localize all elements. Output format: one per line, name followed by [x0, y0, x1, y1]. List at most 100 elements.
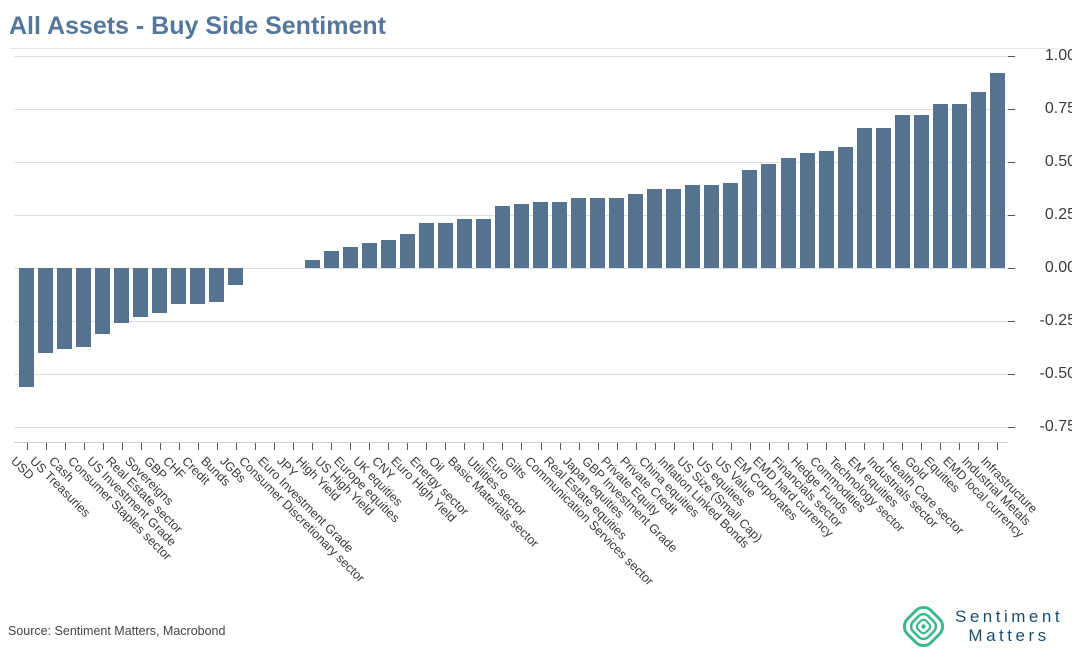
gridline [14, 427, 1008, 429]
bar [761, 163, 777, 268]
bar [513, 204, 529, 268]
x-axis-tick [350, 443, 352, 450]
x-axis-tick [254, 443, 256, 450]
x-axis-tick [293, 443, 295, 450]
x-axis-tick [978, 443, 980, 450]
x-axis-tick [692, 443, 694, 450]
bar [875, 127, 891, 268]
x-axis-tick [388, 443, 390, 450]
x-axis-tick [540, 443, 542, 450]
x-axis-tick [940, 443, 942, 450]
source-text: Source: Sentiment Matters, Macrobond [8, 624, 226, 638]
bar [171, 268, 187, 305]
bar [704, 185, 720, 268]
sentiment-matters-logo: Sentiment Matters [900, 600, 1068, 652]
bar [799, 153, 815, 268]
x-axis-tick [959, 443, 961, 450]
y-axis-tick [1008, 214, 1015, 216]
x-axis-tick [64, 443, 66, 450]
x-axis-tick [673, 443, 675, 450]
bar [571, 197, 587, 268]
bar [475, 219, 491, 268]
gridline [14, 161, 1008, 163]
x-axis-tick [730, 443, 732, 450]
x-axis-tick [26, 443, 28, 450]
bar [76, 268, 92, 347]
x-axis-tick [902, 443, 904, 450]
y-tick-label: 0.75 [1044, 99, 1072, 117]
x-axis-tick [464, 443, 466, 450]
bar [95, 268, 111, 334]
bar [209, 268, 225, 302]
x-axis-tick [559, 443, 561, 450]
x-axis-tick [654, 443, 656, 450]
bar [666, 189, 682, 268]
bar [818, 151, 834, 268]
y-tick-label: -0.75 [1039, 418, 1072, 436]
y-tick-label: 1.00 [1044, 46, 1072, 64]
x-axis-tick [445, 443, 447, 450]
bar [494, 206, 510, 268]
x-axis-tick [216, 443, 218, 450]
x-axis-tick [749, 443, 751, 450]
x-axis-tick [826, 443, 828, 450]
bar [647, 189, 663, 268]
logo-wordmark: Sentiment Matters [955, 607, 1063, 645]
x-axis-tick [597, 443, 599, 450]
bar [342, 246, 358, 268]
x-axis-tick [121, 443, 123, 450]
logo-wordmark-line1: Sentiment [955, 607, 1064, 626]
x-axis-tick [788, 443, 790, 450]
y-axis-tick [1008, 55, 1015, 57]
x-axis-tick [331, 443, 333, 450]
y-axis-tick [1008, 427, 1015, 429]
bar [38, 268, 54, 353]
x-axis-tick [369, 443, 371, 450]
x-axis-tick [864, 443, 866, 450]
bar [456, 219, 472, 268]
x-axis-tick [578, 443, 580, 450]
y-axis-tick [1008, 321, 1015, 323]
x-axis-tick [159, 443, 161, 450]
bar [590, 197, 606, 268]
x-axis-tick [45, 443, 47, 450]
x-axis-tick [616, 443, 618, 450]
bar [323, 251, 339, 268]
bar [989, 72, 1005, 268]
bar [57, 268, 73, 349]
x-axis-tick [502, 443, 504, 450]
bar [152, 268, 168, 313]
bar [685, 185, 701, 268]
y-tick-label: 0.50 [1044, 152, 1072, 170]
x-axis-tick [807, 443, 809, 450]
y-axis-tick [1008, 268, 1015, 269]
x-axis-tick [521, 443, 523, 450]
bar [894, 115, 910, 268]
y-axis-tick [1008, 161, 1015, 163]
sentiment-matters-logo-icon [902, 605, 945, 647]
page-title: All Assets - Buy Side Sentiment [9, 12, 386, 40]
x-axis-tick [997, 443, 999, 450]
y-tick-label: -0.50 [1039, 365, 1072, 383]
y-axis-tick [1008, 108, 1015, 110]
bar [361, 242, 377, 268]
x-axis-tick [711, 443, 713, 450]
x-axis-tick [768, 443, 770, 450]
bar [380, 240, 396, 268]
y-tick-label: -0.25 [1039, 312, 1072, 330]
x-axis-tick [407, 443, 409, 450]
x-axis-tick [235, 443, 237, 450]
x-axis-tick [483, 443, 485, 450]
bar [533, 202, 549, 268]
x-axis-tick [102, 443, 104, 450]
title-divider [10, 48, 1058, 49]
bar [552, 202, 568, 268]
bar [609, 197, 625, 268]
x-axis-tick [273, 443, 275, 450]
gridline [14, 268, 1008, 269]
bar [742, 170, 758, 268]
bar [951, 104, 967, 268]
logo-wordmark-line2: Matters [968, 626, 1050, 645]
bar [133, 268, 149, 317]
